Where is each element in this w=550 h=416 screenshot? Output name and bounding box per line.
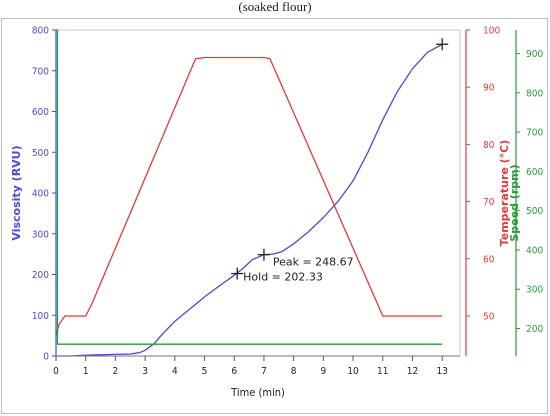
viscosity-tick-label: 700 — [32, 66, 49, 77]
data-annotation: Hold = 202.33 — [243, 271, 323, 284]
time-tick-label: 8 — [291, 366, 297, 377]
temperature-tick-label: 90 — [483, 83, 495, 94]
speed-tick-label: 300 — [526, 285, 543, 296]
time-tick-label: 7 — [261, 366, 267, 377]
time-axis-title: Time (min) — [230, 386, 285, 399]
data-annotation: Peak = 248.67 — [273, 256, 354, 269]
speed-tick-label: 200 — [526, 324, 543, 335]
time-tick-label: 0 — [53, 366, 59, 377]
speed-tick-label: 600 — [526, 167, 543, 178]
temperature-series-line — [55, 56, 443, 337]
viscosity-tick-label: 300 — [32, 229, 49, 240]
plot-area — [55, 29, 461, 357]
speed-tick-label: 800 — [526, 88, 543, 99]
time-tick-label: 5 — [202, 366, 208, 377]
viscosity-tick-label: 0 — [43, 352, 49, 363]
time-tick-label: 2 — [113, 366, 119, 377]
time-tick-label: 9 — [320, 366, 326, 377]
chart-caption: (soaked flour) — [238, 0, 312, 14]
speed-series-line — [56, 29, 443, 345]
speed-axis-title: Speed (rpm) — [508, 164, 521, 241]
axis-layer: 0100200300400500600700800506070809010020… — [32, 26, 544, 378]
speed-tick-label: 700 — [526, 128, 543, 139]
viscosity-tick-label: 600 — [32, 107, 49, 118]
speed-tick-label: 500 — [526, 206, 543, 217]
time-tick-label: 13 — [436, 366, 447, 377]
speed-tick-label: 400 — [526, 245, 543, 256]
temperature-axis-title: Temperature (°C) — [498, 140, 511, 247]
viscosity-series-line — [56, 43, 443, 357]
temperature-tick-label: 60 — [483, 254, 495, 265]
viscosity-tick-label: 100 — [32, 311, 49, 322]
speed-tick-label: 900 — [526, 49, 543, 60]
time-tick-label: 10 — [347, 366, 359, 377]
chart-frame — [1, 18, 548, 414]
viscosity-axis-title: Viscosity (RVU) — [10, 145, 23, 240]
viscosity-tick-label: 800 — [32, 26, 49, 37]
series-layer — [55, 29, 443, 357]
temperature-tick-label: 80 — [483, 140, 495, 151]
viscosity-tick-label: 500 — [32, 148, 49, 159]
time-tick-label: 3 — [142, 366, 148, 377]
viscosity-tick-label: 400 — [32, 189, 49, 200]
time-tick-label: 11 — [377, 366, 388, 377]
marker-layer — [231, 38, 449, 280]
time-tick-label: 6 — [231, 366, 237, 377]
grid-layer — [55, 29, 461, 357]
time-tick-label: 1 — [83, 366, 89, 377]
label-layer: Viscosity (RVU) Temperature (°C)Speed (rp… — [10, 140, 521, 399]
time-tick-label: 12 — [407, 366, 418, 377]
time-tick-label: 4 — [172, 366, 178, 377]
temperature-tick-label: 70 — [483, 197, 495, 208]
temperature-tick-label: 100 — [483, 26, 500, 37]
viscosity-tick-label: 200 — [32, 270, 49, 281]
temperature-tick-label: 50 — [483, 311, 495, 322]
